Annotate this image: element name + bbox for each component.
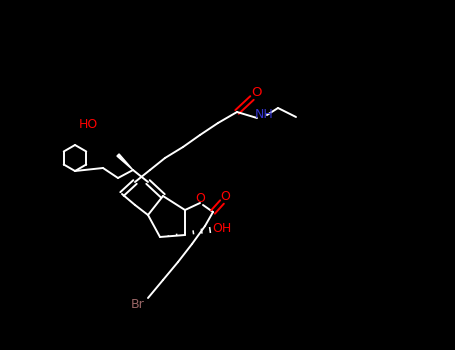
- Polygon shape: [117, 154, 133, 170]
- Text: O: O: [195, 193, 205, 205]
- Text: OH: OH: [212, 222, 232, 235]
- Text: HO: HO: [78, 119, 98, 132]
- Text: O: O: [220, 190, 230, 203]
- Text: Br: Br: [131, 299, 145, 312]
- Text: NH: NH: [255, 108, 273, 121]
- Text: O: O: [252, 85, 262, 98]
